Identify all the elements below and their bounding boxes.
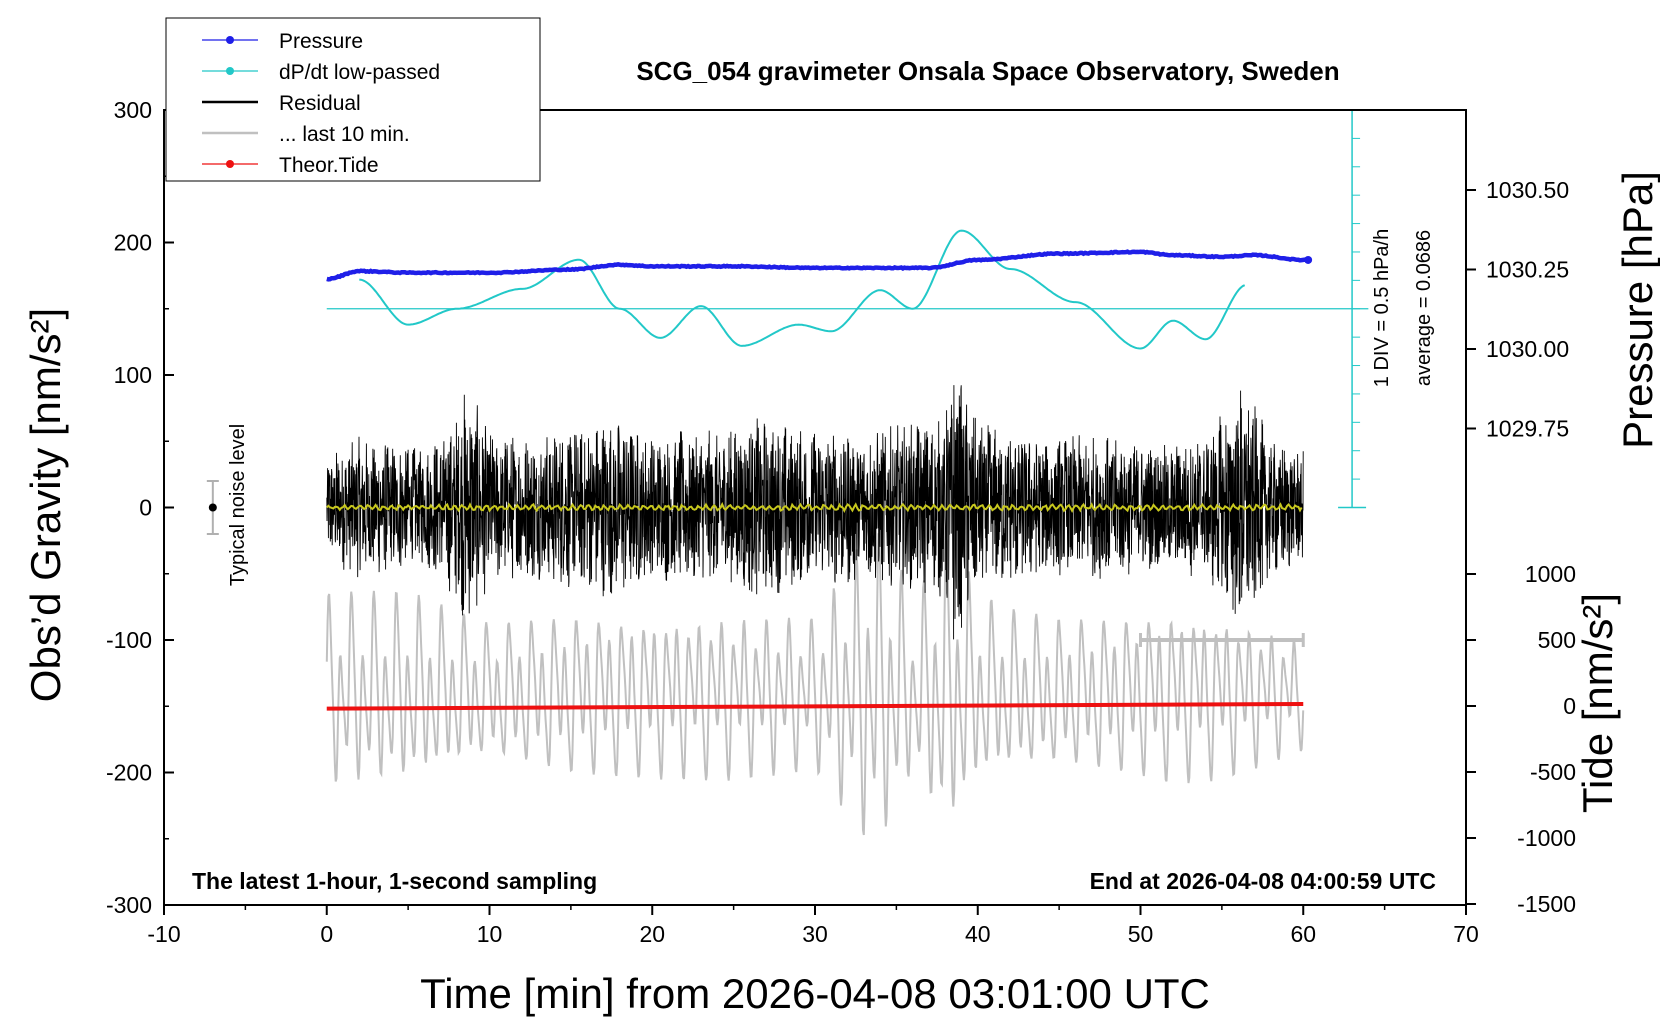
dpdt-average-label: average = 0.0686 — [1413, 230, 1435, 386]
y-tick-label: -100 — [106, 627, 152, 653]
theor-tide-series — [326, 702, 1304, 711]
residual-smoothed — [326, 501, 1303, 514]
pressure-end-marker — [1304, 255, 1313, 264]
y-axis-title-tide: Tide [nm/s²] — [1574, 593, 1621, 813]
pressure-tick-label: 1030.50 — [1486, 177, 1569, 203]
tide-tick-label: 500 — [1538, 627, 1576, 653]
x-tick-label: 10 — [477, 921, 503, 947]
pressure-tick-label: 1030.00 — [1486, 336, 1569, 362]
tide-tick-label: -500 — [1530, 759, 1576, 785]
y-tick-label: -200 — [106, 760, 152, 786]
x-tick-label: 40 — [965, 921, 991, 947]
tide-tick-label: 0 — [1563, 693, 1576, 719]
tide-tick-label: -1500 — [1517, 891, 1576, 917]
y-axis-title-left: Obs’d Gravity [nm/s²] — [22, 308, 69, 702]
pressure-tick-label: 1029.75 — [1486, 416, 1569, 442]
x-tick-label: 30 — [802, 921, 828, 947]
legend-label: Residual — [279, 92, 361, 115]
legend-marker — [226, 36, 234, 44]
x-tick-label: 60 — [1290, 921, 1316, 947]
bottom-left-note: The latest 1-hour, 1-second sampling — [192, 868, 597, 894]
dpdt-scale-label: 1 DIV = 0.5 hPa/h — [1371, 229, 1393, 387]
x-axis-title: Time [min] from 2026-04-08 03:01:00 UTC — [420, 970, 1210, 1017]
y-axis-title-pressure: Pressure [hPa] — [1614, 171, 1660, 449]
x-tick-label: 0 — [320, 921, 333, 947]
pressure-tick-label: 1030.25 — [1486, 257, 1569, 283]
legend-label: ... last 10 min. — [279, 123, 410, 146]
noise-level-center-marker — [208, 503, 217, 512]
x-tick-label: 20 — [639, 921, 665, 947]
legend-marker — [226, 67, 234, 75]
residual-series — [326, 385, 1304, 640]
y-tick-label: 200 — [114, 230, 152, 256]
y-tick-label: 0 — [139, 495, 152, 521]
x-tick-label: 70 — [1453, 921, 1479, 947]
legend-label: Pressure — [279, 30, 363, 53]
legend-label: dP/dt low-passed — [279, 61, 440, 84]
y-tick-label: -300 — [106, 892, 152, 918]
series-layer — [206, 109, 1369, 836]
tide-tick-label: 1000 — [1525, 561, 1576, 587]
last-10-min-trace — [325, 532, 1305, 836]
pressure-series — [326, 249, 1307, 282]
x-tick-label: -10 — [147, 921, 180, 947]
dpdt-series — [359, 229, 1246, 350]
y-tick-label: 300 — [114, 97, 152, 123]
legend-box — [165, 17, 541, 182]
legend-label: Theor.Tide — [279, 154, 379, 177]
legend: Pressure dP/dt low-passed Residual ... last… — [165, 17, 541, 182]
tide-tick-label: -1000 — [1517, 825, 1576, 851]
y-tick-label: 100 — [114, 362, 152, 388]
x-tick-label: 50 — [1128, 921, 1154, 947]
noise-level-label: Typical noise level — [227, 424, 249, 586]
bottom-right-note: End at 2026-04-08 04:00:59 UTC — [1090, 868, 1436, 894]
chart-title: SCG_054 gravimeter Onsala Space Observat… — [636, 56, 1339, 86]
legend-marker — [226, 160, 234, 168]
